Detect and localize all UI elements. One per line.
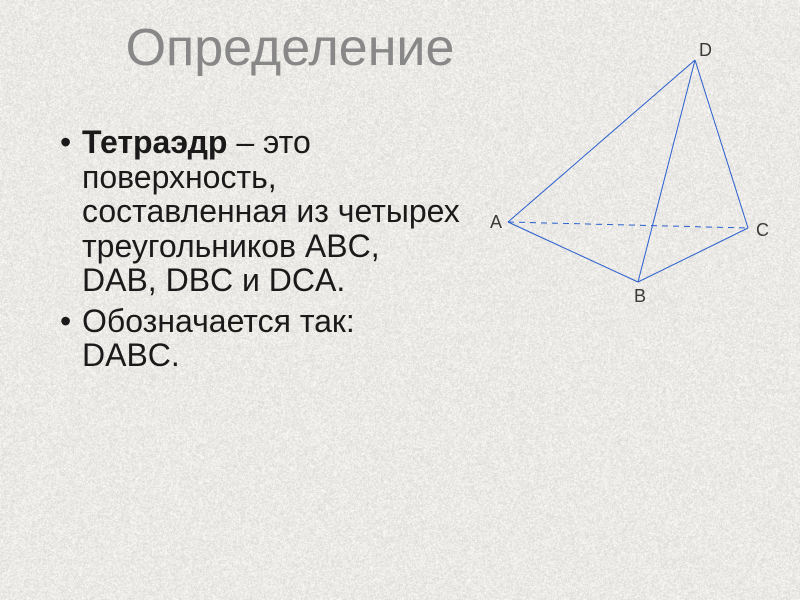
tetrahedron-diagram: DACB bbox=[490, 50, 770, 320]
edge-BC bbox=[638, 228, 748, 282]
bullet-glyph: • bbox=[60, 125, 82, 160]
edge-DB bbox=[638, 60, 695, 282]
slide-title: Определение bbox=[100, 18, 480, 78]
hidden-edge-AC bbox=[508, 222, 748, 228]
bullet-item: • Тетраэдр – это поверхность, составленн… bbox=[60, 125, 460, 298]
bullet-item: • Обозначается так: DABC. bbox=[60, 304, 460, 373]
edge-DC bbox=[695, 60, 748, 228]
vertex-label-C: C bbox=[756, 220, 769, 240]
vertex-label-D: D bbox=[699, 40, 712, 60]
edge-DA bbox=[508, 60, 695, 222]
bullet-text: Обозначается так: DABC. bbox=[82, 304, 460, 373]
edge-AB bbox=[508, 222, 638, 282]
vertex-label-A: A bbox=[490, 212, 502, 232]
bullet-glyph: • bbox=[60, 304, 82, 339]
slide-body: • Тетраэдр – это поверхность, составленн… bbox=[60, 125, 460, 379]
vertex-label-B: B bbox=[634, 286, 646, 306]
bullet-text: Тетраэдр – это поверхность, составленная… bbox=[82, 125, 460, 298]
slide: Определение • Тетраэдр – это поверхность… bbox=[0, 0, 800, 600]
